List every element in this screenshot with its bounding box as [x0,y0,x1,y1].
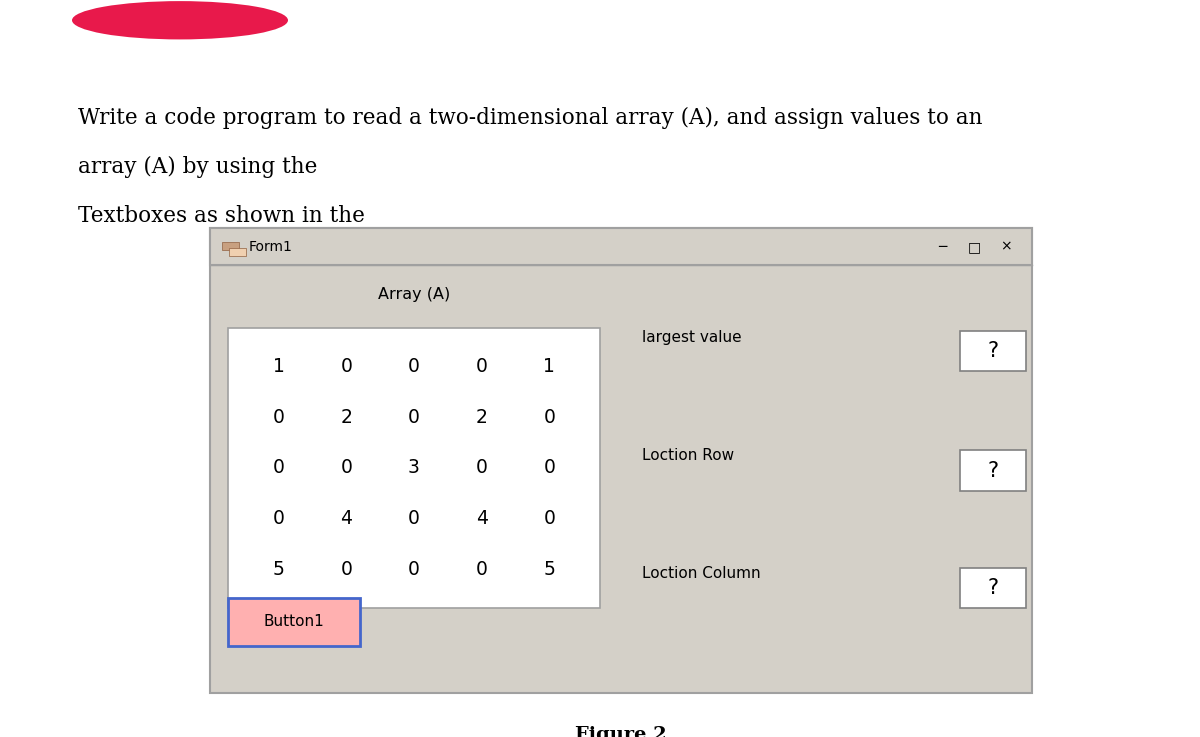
Text: 0: 0 [408,357,420,376]
Text: ?: ? [988,461,998,481]
Text: 0: 0 [272,408,284,427]
Bar [222,242,239,251]
Text: 1: 1 [272,357,284,376]
Text: 2: 2 [341,408,353,427]
Text: 4: 4 [341,509,353,528]
Text: 0: 0 [272,458,284,478]
Text: ?: ? [988,578,998,598]
Text: □: □ [968,240,980,254]
Text: Form1: Form1 [248,240,293,254]
Text: 5: 5 [544,560,556,579]
Text: Figure 2: Figure 2 [575,726,667,737]
Text: 0: 0 [408,408,420,427]
Text: Loction Row: Loction Row [642,448,734,463]
Text: 0: 0 [341,560,353,579]
Text: 0: 0 [544,458,556,478]
Text: Textboxes as shown in the: Textboxes as shown in the [78,205,372,227]
Text: ×: × [1000,240,1012,254]
Text: ?: ? [988,340,998,361]
Text: ─: ─ [938,240,946,254]
FancyBboxPatch shape [228,328,600,608]
Text: 1: 1 [544,357,556,376]
Text: largest value: largest value [642,330,742,346]
FancyBboxPatch shape [210,228,1032,265]
Text: 5: 5 [272,560,284,579]
Ellipse shape [72,1,288,40]
Text: 4: 4 [475,509,487,528]
Bar [229,248,246,256]
Text: 0: 0 [272,509,284,528]
Text: Array (A): Array (A) [378,287,450,302]
Text: Loction Column: Loction Column [642,565,761,581]
Text: 0: 0 [408,509,420,528]
Text: 0: 0 [475,357,487,376]
Text: Write a code program to read a two-dimensional array (A), and assign values to a: Write a code program to read a two-dimen… [78,107,983,129]
Text: 3: 3 [408,458,420,478]
FancyBboxPatch shape [228,598,360,646]
FancyBboxPatch shape [960,567,1026,608]
Text: 2: 2 [475,408,487,427]
Text: 0: 0 [341,357,353,376]
Text: 0: 0 [475,560,487,579]
FancyBboxPatch shape [210,228,1032,693]
Text: array (A) by using the: array (A) by using the [78,156,324,178]
Text: 0: 0 [544,509,556,528]
Text: Button1: Button1 [264,615,324,629]
FancyBboxPatch shape [960,450,1026,491]
Text: 0: 0 [475,458,487,478]
Text: 0: 0 [544,408,556,427]
Text: 0: 0 [341,458,353,478]
FancyBboxPatch shape [960,331,1026,371]
Text: 0: 0 [408,560,420,579]
